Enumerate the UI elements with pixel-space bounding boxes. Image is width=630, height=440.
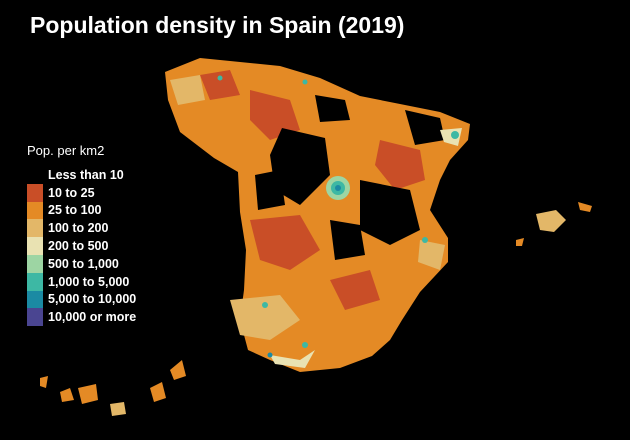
legend-label: 25 to 100 [48, 203, 102, 218]
map-title: Population density in Spain (2019) [30, 12, 405, 38]
legend-swatch [27, 219, 43, 238]
legend-swatch [27, 254, 43, 273]
legend-item: 5,000 to 10,000 [27, 290, 137, 309]
legend-swatch [27, 237, 43, 255]
madrid-area [326, 176, 350, 200]
legend-label: 10 to 25 [48, 185, 95, 200]
legend-item: 10,000 or more [27, 308, 137, 327]
legend-swatch [27, 308, 43, 327]
legend-label: 500 to 1,000 [48, 256, 119, 271]
legend-label: 100 to 200 [48, 221, 109, 236]
canary-islands [40, 360, 186, 416]
legend-item: 25 to 100 [27, 201, 136, 220]
legend-item: 200 to 500 [27, 237, 136, 255]
legend-label: 5,000 to 10,000 [48, 292, 137, 307]
legend-swatch [27, 290, 43, 309]
legend-item: 100 to 200 [27, 219, 136, 238]
very-low-density-areas [255, 95, 445, 260]
legend-swatch [27, 272, 43, 291]
medium-density-patches [170, 75, 445, 340]
legend-label: 10,000 or more [48, 310, 137, 325]
legend-label: 1,000 to 5,000 [48, 274, 130, 289]
legend-label: Less than 10 [48, 167, 124, 182]
city-markers [217, 75, 459, 358]
legend-item: 10 to 25 [27, 183, 136, 202]
legend-item: 1,000 to 5,000 [27, 272, 136, 291]
legend-items: Less than 10 10 to 25 25 to 100 100 to 200 2… [27, 166, 137, 327]
legend-swatch [27, 201, 43, 220]
legend-item: 500 to 1,000 [27, 254, 136, 273]
legend-item: Less than 10 [27, 166, 136, 184]
balearic-islands [516, 202, 592, 246]
legend: Pop. per km2 Less than 10 10 to 25 25 to 1… [27, 143, 137, 327]
legend-label: 200 to 500 [48, 239, 109, 254]
legend-swatch [27, 166, 43, 184]
legend-swatch [27, 183, 43, 202]
legend-title: Pop. per km2 [27, 143, 105, 158]
peninsula-region [165, 58, 470, 372]
low-density-patches [200, 70, 425, 310]
